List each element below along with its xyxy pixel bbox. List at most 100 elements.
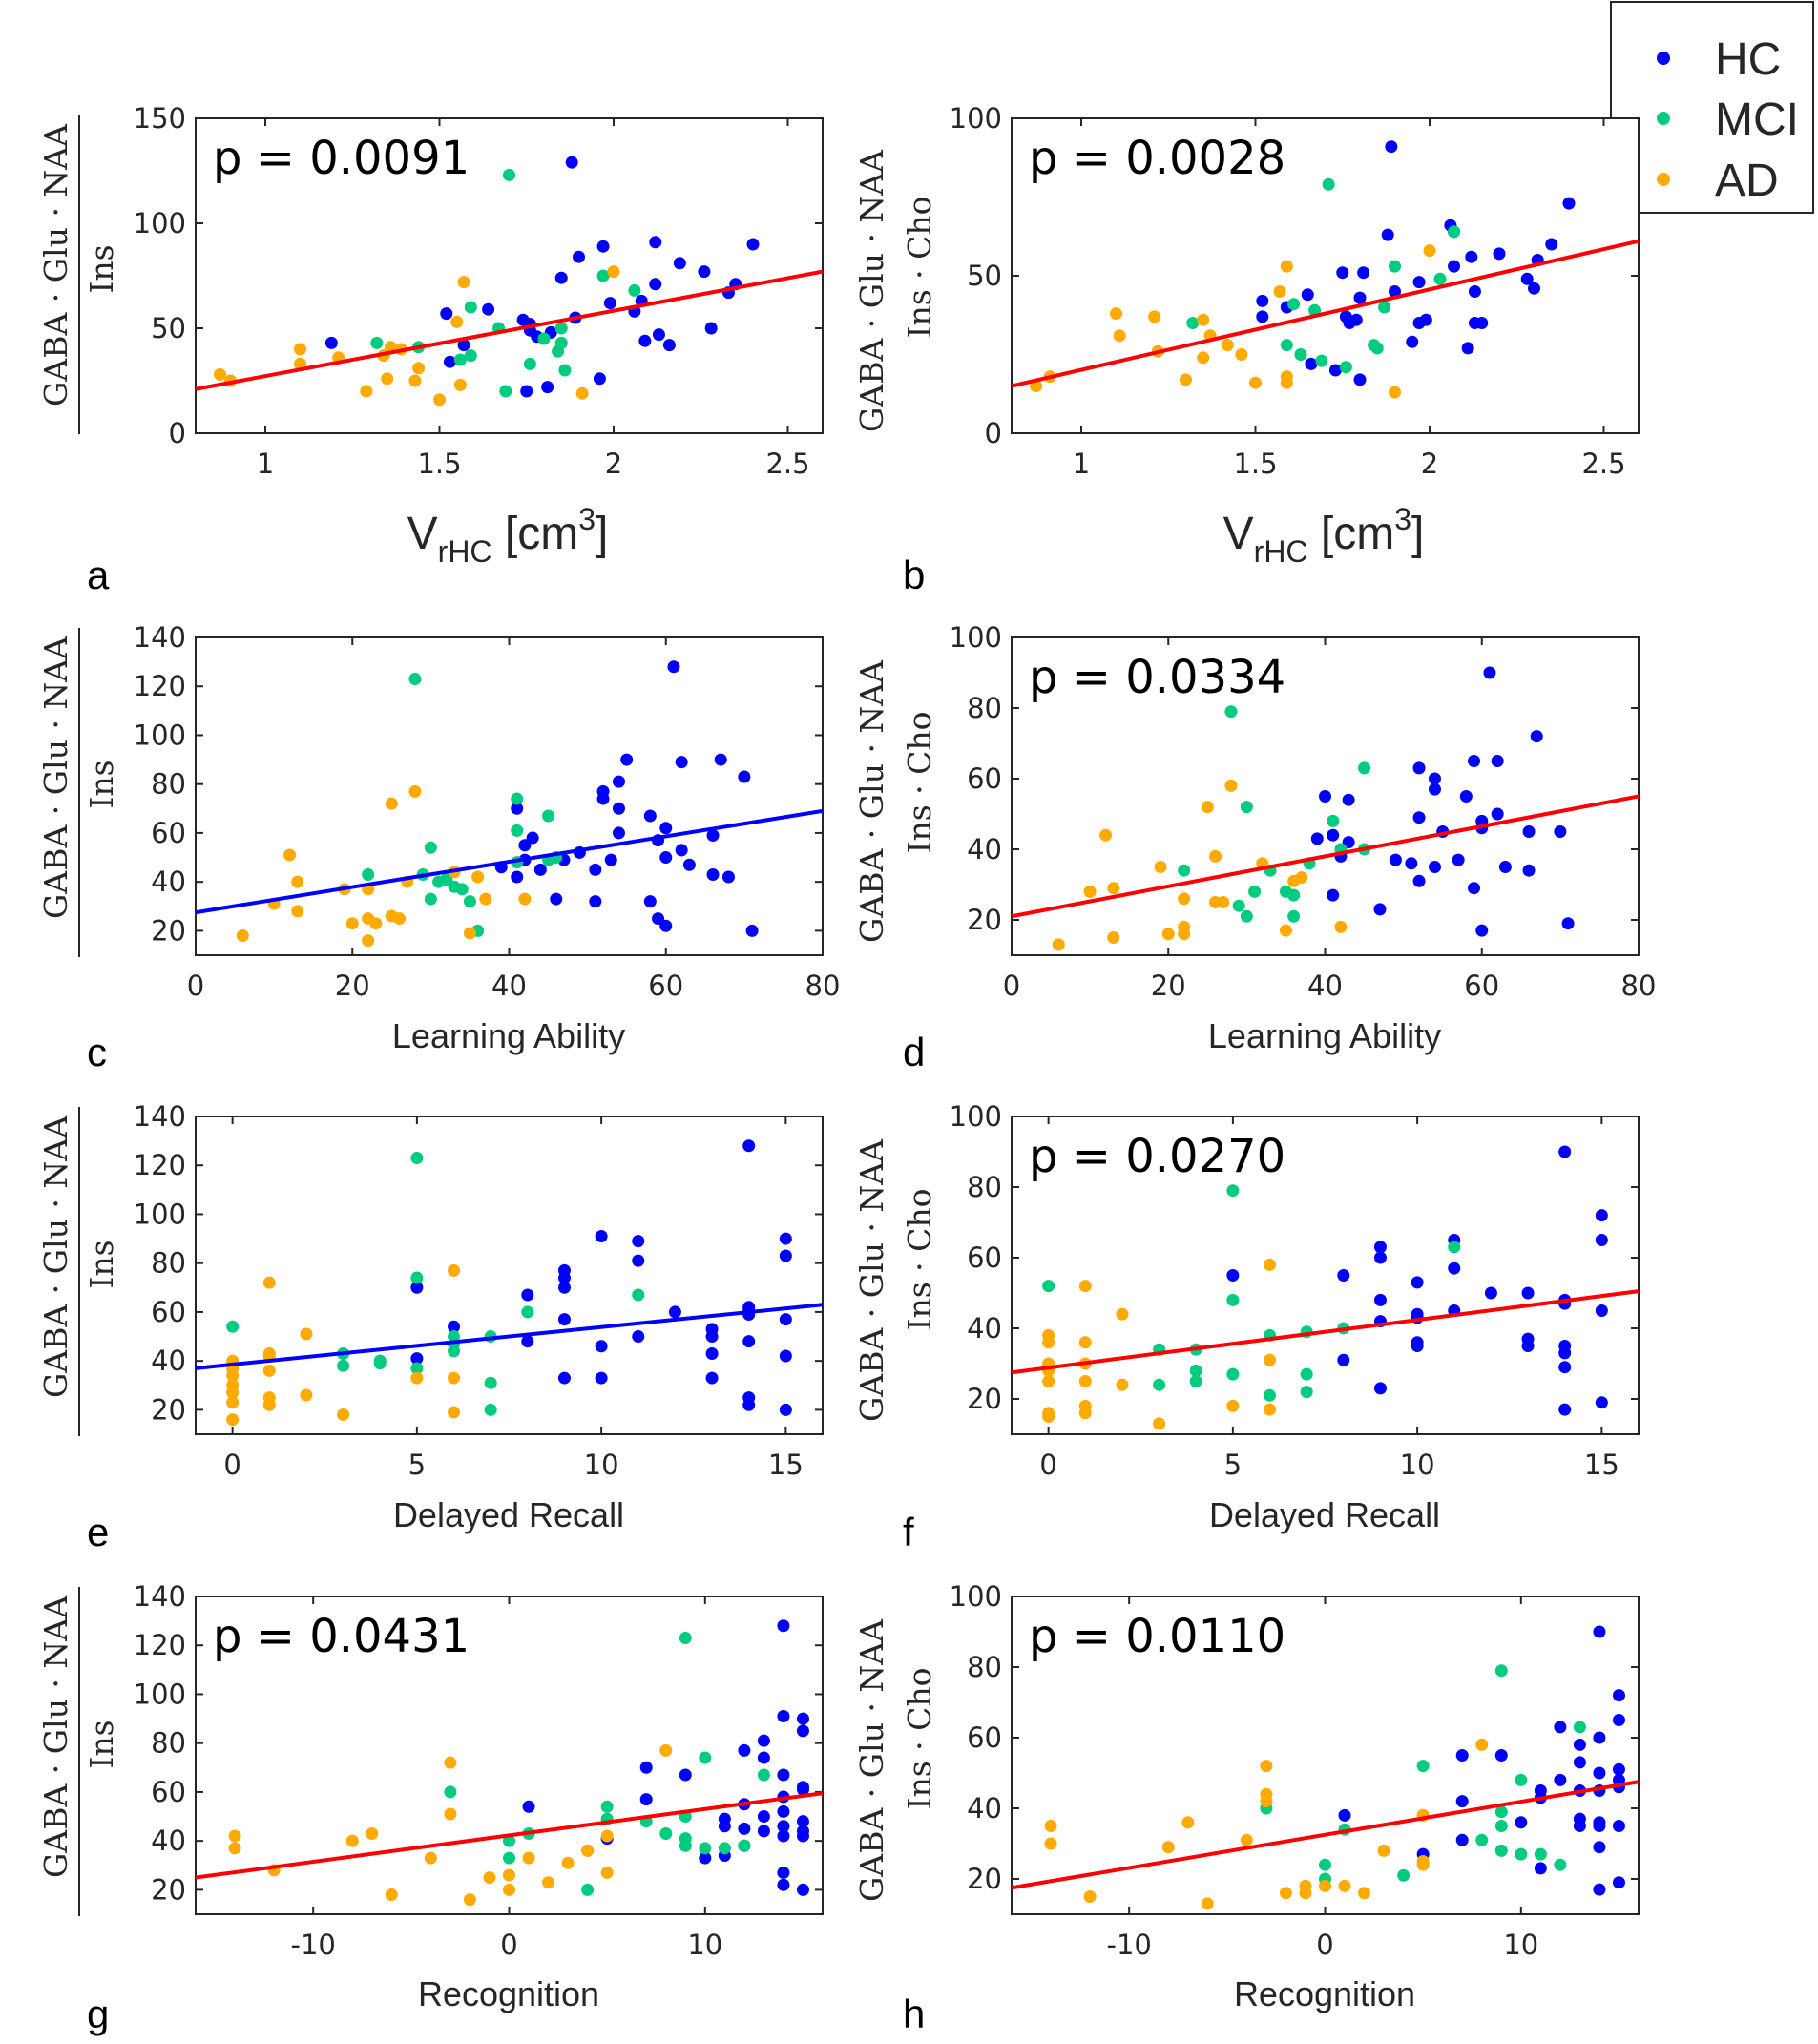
panel-h-point-ad	[1475, 1738, 1489, 1751]
panel-a-point-mci	[628, 283, 641, 297]
panel-g-point-hc	[522, 1800, 535, 1813]
panel-c-point-hc	[745, 924, 759, 937]
panel-h: GABA · Glu · NAA Ins · Cho Recognition h	[853, 1618, 1415, 2036]
panel-c-data	[196, 660, 823, 948]
panel-f-point-hc	[1373, 1382, 1387, 1395]
panel-f-point-hc	[1595, 1234, 1608, 1246]
panel-b-point-mci	[1294, 348, 1307, 361]
panel-f-point-ad	[1226, 1399, 1240, 1412]
panel-d-point-mci	[1240, 909, 1253, 923]
panel-d-point-ad	[1161, 928, 1175, 941]
panel-d-point-mci	[1232, 899, 1245, 912]
panel-a-ytick-label: 50	[151, 312, 186, 344]
panel-d-point-hc	[1498, 861, 1512, 873]
panel-d-point-hc	[1468, 882, 1481, 895]
panel-c-point-mci	[424, 892, 437, 906]
panel-b-xtick-label: 2	[1421, 448, 1438, 480]
panel-b-point-mci	[1389, 260, 1401, 273]
panel-b-point-ad	[1280, 260, 1293, 273]
panel-a-point-hc	[638, 334, 652, 347]
panel-b-point-hc	[1520, 272, 1534, 285]
panel-g-point-ad	[444, 1807, 457, 1821]
panel-e-point-mci	[484, 1403, 497, 1416]
panel-a-xtick-label: 2.5	[765, 448, 809, 480]
panel-h-point-mci	[1573, 1721, 1586, 1734]
panel-h-label: h	[903, 1992, 925, 2036]
panel-b-point-ad	[1280, 370, 1293, 384]
panel-c-point-mci	[542, 809, 555, 823]
panel-e-point-hc	[779, 1232, 792, 1245]
panel-d-point-ad	[1107, 882, 1120, 895]
panel-e-point-ad	[448, 1406, 461, 1419]
panel-d-fit-line	[1012, 794, 1639, 919]
panel-e-point-hc	[779, 1403, 792, 1416]
panel-e-point-ad	[262, 1364, 276, 1377]
panel-g: GABA · Glu · NAA Ins Recognition g	[37, 1587, 599, 2036]
panel-e-point-mci	[373, 1357, 387, 1370]
panel-c-point-hc	[612, 775, 625, 788]
panel-b-point-ad	[1197, 313, 1210, 326]
panel-g-point-hc	[639, 1793, 653, 1806]
panel-f-point-hc	[1521, 1340, 1535, 1352]
panel-e-ytick-label: 20	[151, 1393, 186, 1426]
panel-d-ylabel-denominator: Ins · Cho	[901, 711, 938, 853]
panel-e-point-mci	[448, 1345, 461, 1358]
panel-f-ytick-label: 80	[967, 1171, 1002, 1203]
panel-e-point-hc	[705, 1346, 719, 1360]
panel-f-point-mci	[1300, 1386, 1313, 1399]
panel-h-point-hc	[1593, 1883, 1606, 1896]
panel-d-point-ad	[1201, 801, 1214, 814]
panel-h-ytick-label: 60	[967, 1721, 1002, 1754]
panel-h-point-hc	[1612, 1762, 1625, 1776]
panel-f-point-ad	[1116, 1307, 1129, 1321]
panel-b-point-hc	[1353, 291, 1367, 304]
legend-label-mci: MCI	[1715, 94, 1799, 145]
panel-d-point-mci	[1224, 705, 1238, 719]
panel-c-xtick-label: 0	[187, 970, 204, 1002]
panel-d-point-hc	[1522, 864, 1536, 877]
panel-d-point-hc	[1522, 825, 1536, 838]
panel-a-point-ad	[214, 367, 227, 381]
panel-e-plot: 0 5 10 15 20 40 60 80 100 120 140	[134, 1100, 824, 1481]
panel-b-ytick-label: 50	[967, 260, 1002, 292]
panel-a-point-mci	[537, 332, 551, 345]
panel-c-ytick-label: 40	[151, 866, 186, 898]
panel-h-point-ad	[1240, 1833, 1253, 1846]
panel-e-point-hc	[410, 1281, 424, 1294]
panel-d-point-ad	[1178, 892, 1191, 906]
panel-c-xtick-label: 40	[491, 970, 527, 1002]
panel-e-point-mci	[632, 1288, 645, 1302]
panel-g-point-hc	[757, 1825, 770, 1838]
panel-h-point-hc	[1554, 1721, 1567, 1734]
panel-b-point-hc	[1412, 317, 1426, 329]
panel-h-fit-line	[1012, 1780, 1639, 1890]
panel-d-data	[1012, 666, 1639, 951]
panel-f-label: f	[903, 1510, 914, 1554]
panel-d-point-ad	[1295, 871, 1308, 885]
panel-d-point-mci	[1287, 909, 1301, 923]
panel-c-axes-box	[195, 636, 824, 956]
panel-b-point-hc	[1385, 140, 1398, 154]
panel-a-point-hc	[662, 339, 676, 352]
panel-a-point-mci	[464, 301, 477, 314]
panel-c-point-hc	[643, 895, 657, 908]
panel-f-axes-box	[1011, 1116, 1640, 1435]
panel-a-point-hc	[457, 339, 470, 352]
panel-c-point-ad	[393, 912, 407, 926]
panel-a-point-ad	[408, 374, 422, 387]
panel-d-point-hc	[1412, 874, 1426, 887]
panel-e-ytick-label: 140	[134, 1100, 186, 1133]
panel-b-point-mci	[1339, 361, 1352, 374]
panel-c: GABA · Glu · NAA Ins Learning Ability c	[37, 628, 625, 1074]
panel-h-point-ad	[1279, 1887, 1292, 1900]
panel-h-point-ad	[1260, 1760, 1273, 1773]
panel-d-point-mci	[1248, 885, 1262, 898]
panel-h-ylabel-denominator: Ins · Cho	[901, 1667, 938, 1809]
panel-d-p-value: p = 0.0334	[1029, 651, 1285, 704]
panel-a-ytick-label: 100	[134, 207, 186, 240]
panel-c-point-ad	[385, 797, 398, 810]
panel-h-point-ad	[1044, 1837, 1057, 1850]
panel-d-point-ad	[1224, 779, 1238, 792]
panel-g-point-mci	[738, 1839, 751, 1852]
panel-g-point-hc	[777, 1768, 790, 1782]
